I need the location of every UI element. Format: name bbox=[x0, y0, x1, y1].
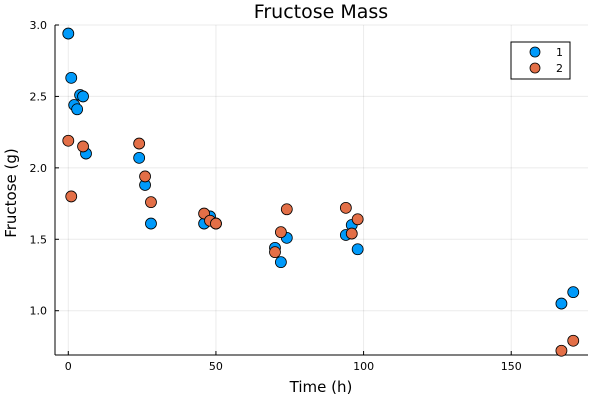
data-point-series-1 bbox=[555, 297, 568, 310]
data-point-series-1 bbox=[62, 27, 75, 40]
y-tick-label: 3.0 bbox=[30, 19, 48, 32]
data-point-series-2 bbox=[210, 217, 222, 230]
chart-title: Fructose Mass bbox=[254, 1, 388, 23]
axes-frame bbox=[54, 25, 588, 356]
data-point-series-2 bbox=[133, 137, 146, 150]
y-tick-label: 2.0 bbox=[30, 162, 48, 175]
data-point-series-2 bbox=[139, 170, 151, 183]
data-point-series-1 bbox=[145, 217, 157, 230]
x-axis-label: Time (h) bbox=[289, 378, 353, 396]
x-tick-label: 150 bbox=[501, 360, 522, 373]
legend-label-series-2: 2 bbox=[556, 62, 563, 75]
x-tick-label: 0 bbox=[65, 360, 72, 373]
legend: 1 2 bbox=[510, 41, 571, 80]
data-point-series-2 bbox=[65, 190, 78, 203]
data-point-series-2 bbox=[351, 213, 364, 226]
legend-label-series-1: 1 bbox=[556, 46, 563, 59]
data-point-series-2 bbox=[62, 134, 75, 147]
y-tick-label: 2.5 bbox=[30, 90, 48, 103]
y-axis-label: Fructose (g) bbox=[2, 148, 20, 238]
legend-box bbox=[510, 41, 571, 80]
data-point-series-1 bbox=[567, 286, 580, 299]
data-points bbox=[62, 27, 580, 357]
data-point-series-1 bbox=[274, 256, 287, 269]
data-point-series-1 bbox=[71, 103, 84, 116]
data-point-series-1 bbox=[77, 90, 89, 103]
y-tick-label: 1.5 bbox=[30, 233, 48, 246]
y-tick-label: 1.0 bbox=[30, 305, 48, 318]
data-point-series-1 bbox=[351, 243, 364, 256]
x-tick-label: 50 bbox=[209, 360, 223, 373]
data-point-series-2 bbox=[280, 203, 293, 216]
data-point-series-2 bbox=[345, 227, 358, 240]
data-point-series-2 bbox=[145, 196, 157, 209]
data-point-series-2 bbox=[77, 140, 89, 153]
x-tick-label: 100 bbox=[353, 360, 374, 373]
data-point-series-2 bbox=[555, 344, 568, 357]
legend-marker-series-1 bbox=[529, 46, 541, 58]
data-point-series-2 bbox=[339, 201, 352, 214]
data-point-series-2 bbox=[274, 226, 287, 239]
data-point-series-2 bbox=[269, 246, 281, 259]
data-point-series-1 bbox=[133, 151, 146, 164]
data-point-series-2 bbox=[567, 334, 580, 347]
data-point-series-1 bbox=[65, 71, 78, 84]
grid-lines bbox=[55, 24, 588, 355]
legend-marker-series-2 bbox=[529, 62, 541, 74]
axis-ticks: 0 50 100 150 1.0 1.5 2.0 2.5 3.0 bbox=[30, 19, 522, 373]
